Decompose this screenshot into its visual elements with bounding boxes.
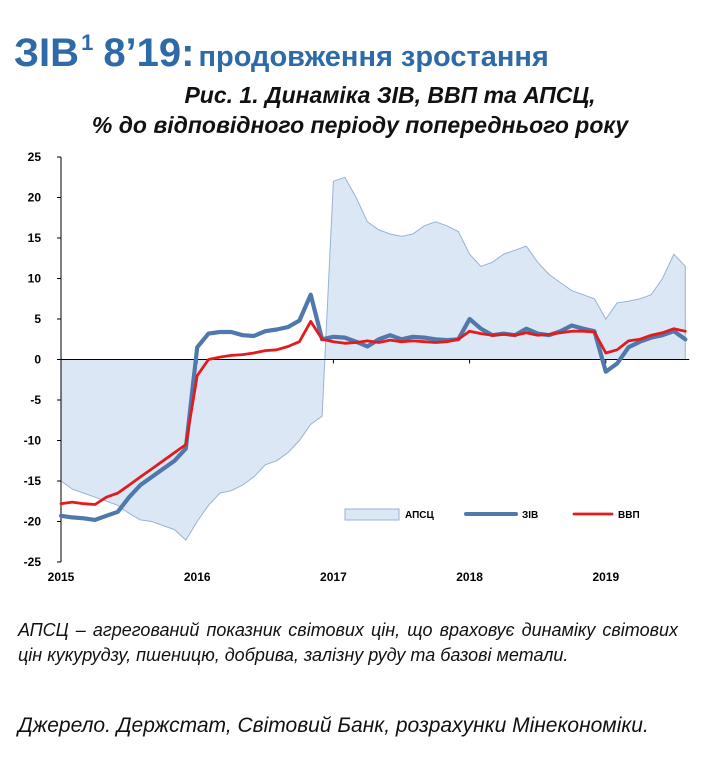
x-tick-label: 2018: [456, 570, 483, 584]
y-tick-label: -25: [24, 555, 42, 569]
legend-label: ЗІВ: [522, 510, 538, 521]
y-tick-label: 5: [34, 312, 41, 326]
x-tick-label: 2016: [184, 570, 211, 584]
x-tick-label: 2019: [592, 570, 619, 584]
legend-label: АПСЦ: [405, 510, 434, 521]
y-tick-label: 25: [28, 150, 42, 164]
chart-subtitle-line1: Рис. 1. Динаміка ЗІВ, ВВП та АПСЦ,: [184, 82, 596, 108]
legend: АПСЦ ЗІВ ВВП: [344, 508, 640, 521]
y-tick-label: -20: [24, 515, 42, 529]
y-tick-label: 10: [28, 272, 42, 286]
source-note: Джерело. Держстат, Світовий Банк, розрах…: [18, 714, 649, 737]
chart-subtitle-line2: % до відповідного періоду попереднього р…: [91, 112, 629, 138]
series-lines-layer: [58, 292, 688, 522]
y-tick-label: 15: [28, 231, 42, 245]
series-line-vvp: [59, 320, 687, 506]
title-rest: продовження зростання: [198, 41, 549, 73]
y-tick-label: -5: [30, 393, 41, 407]
apsc-area-layer: [60, 176, 686, 541]
y-tick-label: -10: [24, 434, 42, 448]
x-tick-label: 2015: [48, 570, 75, 584]
page-title: ЗІВ1 8’19: продовження зростання: [14, 30, 549, 76]
y-tick-label: 20: [28, 191, 42, 205]
title-main: ЗІВ1 8’19:: [14, 30, 195, 75]
legend-label: ВВП: [618, 510, 640, 521]
title-footnote-marker: 1: [81, 30, 94, 55]
footnote: АПСЦ – агрегований показник світових цін…: [18, 620, 678, 665]
series-area-apsc: [60, 176, 686, 541]
legend-swatch-apsc: [344, 508, 400, 521]
x-tick-label: 2017: [320, 570, 347, 584]
y-tick-label: -15: [24, 474, 42, 488]
y-tick-label: 0: [34, 353, 41, 367]
